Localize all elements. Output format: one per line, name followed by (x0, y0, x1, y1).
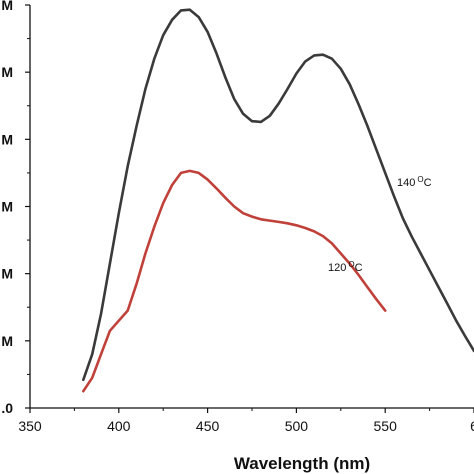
y-tick-label: M (1, 64, 13, 80)
x-tick-label: 500 (285, 418, 309, 434)
y-tick-layer: .0 M M M M M M (1, 0, 30, 416)
x-tick-label: 6 (470, 418, 474, 434)
annotation-120c-value: 120 (328, 262, 346, 274)
y-tick-label: M (1, 0, 13, 13)
x-axis-label: Wavelength (nm) (234, 454, 370, 473)
y-tick-label: M (1, 266, 13, 282)
annotation-140c-value: 140 (397, 177, 415, 189)
x-tick-label: 550 (374, 418, 398, 434)
annotation-140c-unit: C (424, 177, 432, 189)
annotation-120c-degree: O (348, 260, 354, 269)
x-tick-layer: 350 400 450 500 550 6 (18, 408, 474, 434)
x-tick-label: 350 (18, 418, 42, 434)
annotation-120c-unit: C (355, 262, 363, 274)
y-tick-label: M (1, 131, 13, 147)
x-tick-label: 450 (196, 418, 220, 434)
series-line-120c (82, 169, 387, 393)
annotation-120c: 120 OC (328, 260, 363, 274)
series-line-140c (82, 8, 474, 382)
annotation-140c: 140 OC (397, 175, 432, 189)
series-layer (82, 8, 474, 393)
annotation-140c-degree: O (417, 175, 423, 184)
x-tick-label: 400 (107, 418, 131, 434)
y-tick-label: M (1, 333, 13, 349)
y-tick-label: .0 (1, 400, 13, 416)
y-tick-label: M (1, 199, 13, 215)
